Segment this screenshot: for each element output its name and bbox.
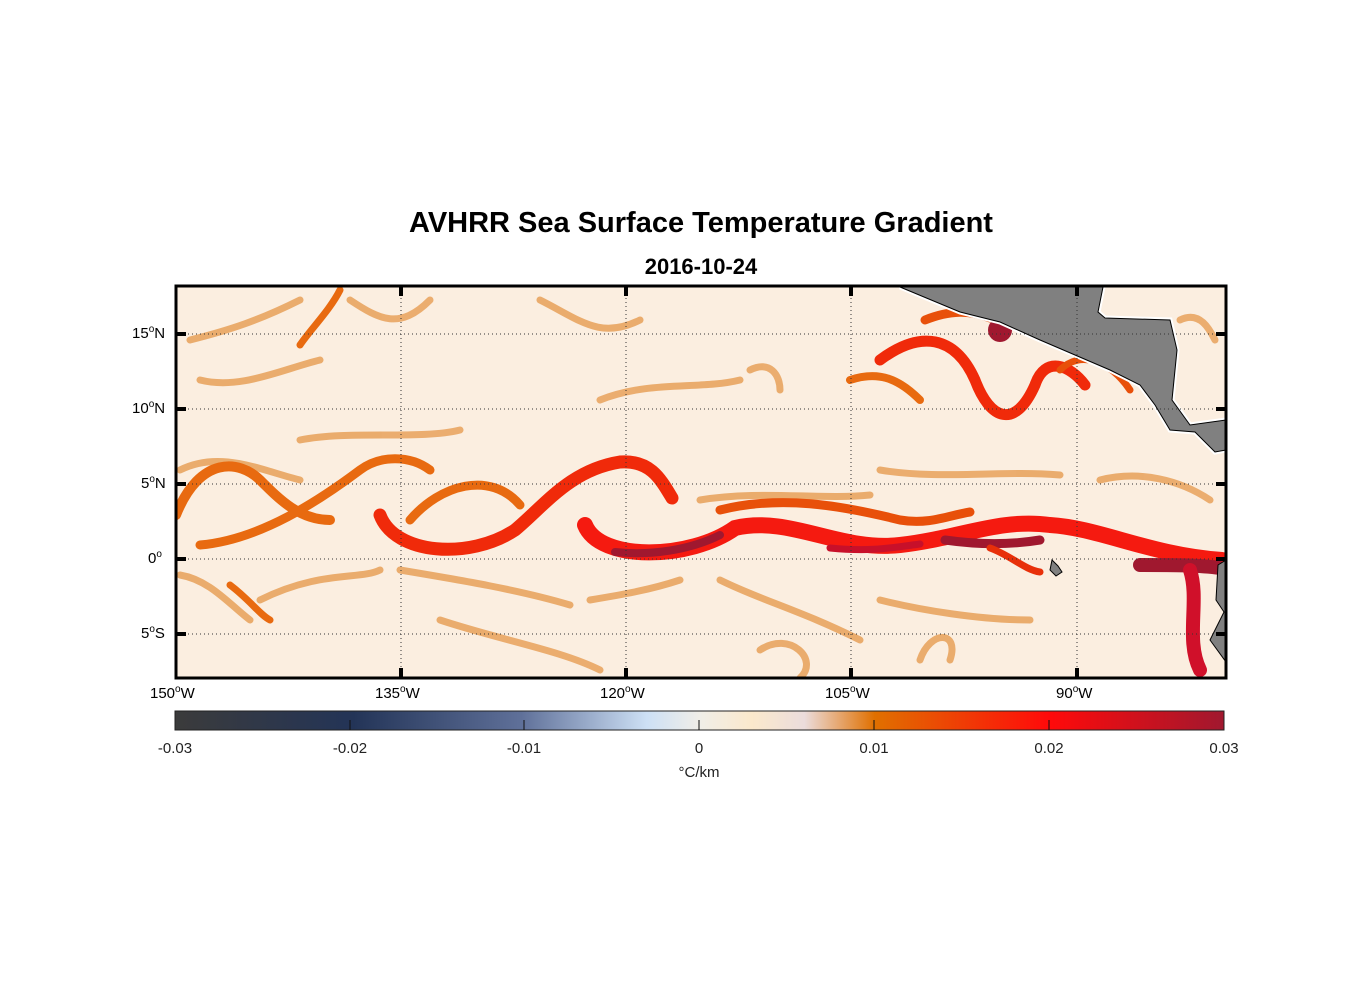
strong-fronts <box>176 286 1226 677</box>
lat-label-0: 0o <box>148 549 162 567</box>
lon-label-120w: 120oW <box>600 684 645 702</box>
colorbar-ticks <box>349 720 1050 730</box>
lon-label-150w: 150oW <box>150 684 195 702</box>
colorbar-tick-label: -0.03 <box>157 740 193 757</box>
colorbar-unit-label: °C/km <box>678 764 720 781</box>
frame-ticks <box>176 286 1226 678</box>
lon-label-135w: 135oW <box>375 684 420 702</box>
colorbar-tick-label: 0.01 <box>859 740 889 757</box>
lon-label-105w: 105oW <box>825 684 870 702</box>
colorbar-tick-label: 0 <box>694 740 704 757</box>
map-field <box>176 286 1226 678</box>
land-south-america <box>1209 559 1226 663</box>
gridlines <box>176 286 1226 678</box>
lat-label-15n: 15oN <box>132 324 166 342</box>
lat-label-5n: 5oN <box>141 474 166 492</box>
chart-subtitle: 2016-10-24 <box>644 254 758 279</box>
chart-title: AVHRR Sea Surface Temperature Gradient <box>409 207 993 239</box>
colorbar-tick-label: -0.01 <box>506 740 542 757</box>
colorbar-tick-label: 0.02 <box>1034 740 1064 757</box>
land-galapagos <box>1049 558 1063 577</box>
colorbar-tick-label: -0.02 <box>332 740 368 757</box>
lon-label-90w: 90oW <box>1056 684 1093 702</box>
colorbar-tick-label: 0.03 <box>1209 740 1239 757</box>
lat-label-5s: 5oS <box>141 624 165 642</box>
lat-label-10n: 10oN <box>132 399 166 417</box>
